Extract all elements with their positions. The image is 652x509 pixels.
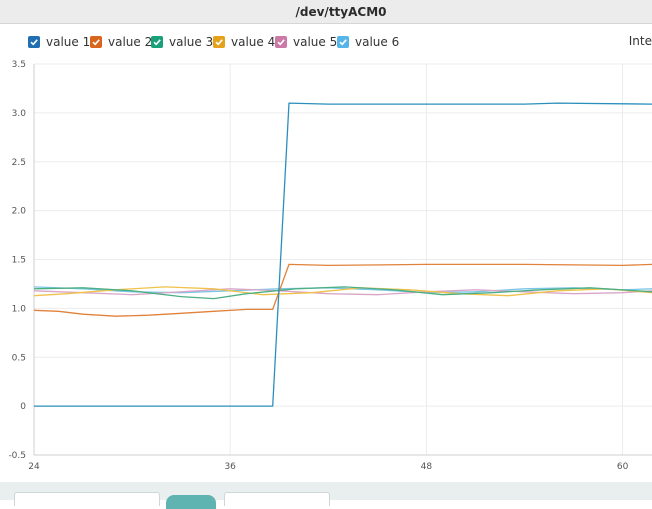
legend-item-value-2[interactable]: value 2 <box>90 34 152 50</box>
series-line-value-1 <box>34 102 652 407</box>
x-tick-label: 24 <box>28 462 40 472</box>
checkbox-check-icon[interactable] <box>337 36 349 48</box>
legend-item-value-1[interactable]: value 1 <box>28 34 90 50</box>
legend-item-value-5[interactable]: value 5 <box>275 34 337 50</box>
bottom-toolbar <box>0 482 652 509</box>
legend-label: value 4 <box>231 35 276 49</box>
window-title: /dev/ttyACM0 <box>295 4 387 19</box>
legend-label: value 3 <box>169 35 214 49</box>
line-ending-select[interactable] <box>224 492 330 506</box>
legend-item-value-6[interactable]: value 6 <box>337 34 399 50</box>
checkbox-check-icon[interactable] <box>28 36 40 48</box>
x-tick-label: 48 <box>421 462 433 472</box>
interpolate-label[interactable]: Inte <box>628 34 652 48</box>
legend-label: value 6 <box>355 35 400 49</box>
x-tick-label: 36 <box>224 462 236 472</box>
checkbox-check-icon[interactable] <box>90 36 102 48</box>
y-tick-label: 0.5 <box>12 353 26 363</box>
checkbox-check-icon[interactable] <box>151 36 163 48</box>
series-line-value-4 <box>33 286 652 297</box>
legend-label: value 5 <box>293 35 338 49</box>
series-line-value-5 <box>33 288 652 296</box>
message-input[interactable] <box>14 492 160 506</box>
x-tick-label: 60 <box>617 462 629 472</box>
legend-label: value 1 <box>46 35 91 49</box>
legend-label: value 2 <box>108 35 153 49</box>
legend-item-value-3[interactable]: value 3 <box>151 34 213 50</box>
checkbox-check-icon[interactable] <box>275 36 287 48</box>
y-tick-label: -0.5 <box>8 451 26 461</box>
chart-legend: value 1 value 2 value 3 value 4 value 5 value… <box>0 24 652 60</box>
y-tick-label: 2.5 <box>12 158 26 168</box>
checkbox-check-icon[interactable] <box>213 36 225 48</box>
window-titlebar: /dev/ttyACM0 <box>0 0 652 24</box>
y-tick-label: 3.5 <box>12 60 26 70</box>
y-tick-label: 1.5 <box>12 256 26 266</box>
legend-item-value-4[interactable]: value 4 <box>213 34 275 50</box>
y-tick-label: 2.0 <box>12 207 27 217</box>
serial-plot-chart: -0.5 0 0.5 1.0 1.5 2.0 2.5 3.0 3.5 24 36 48 60 <box>8 60 652 472</box>
send-button[interactable] <box>166 495 216 509</box>
y-tick-label: 3.0 <box>12 109 27 119</box>
y-tick-label: 0 <box>20 402 26 412</box>
y-tick-label: 1.0 <box>12 304 27 314</box>
series-line-value-3 <box>33 286 652 300</box>
series-line-value-2 <box>33 263 652 317</box>
